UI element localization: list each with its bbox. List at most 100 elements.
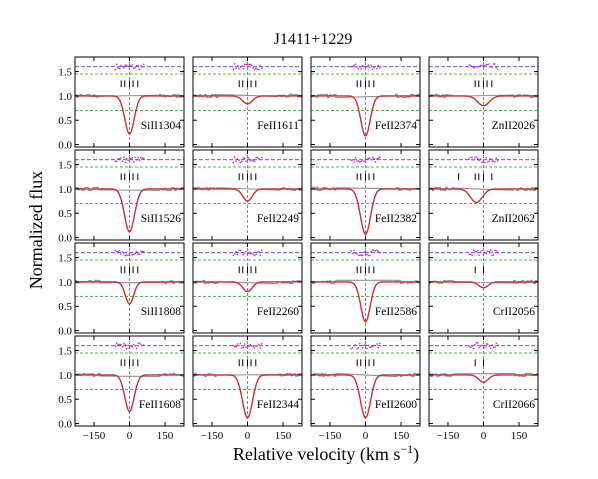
residual-point — [376, 249, 378, 251]
residual-point — [132, 67, 135, 70]
residual-point — [259, 254, 262, 257]
residual-point — [127, 254, 129, 256]
residual-point — [238, 68, 240, 70]
residual-point — [128, 157, 131, 159]
residual-point — [351, 65, 354, 68]
x-tick-label: 150 — [511, 430, 528, 442]
residual-point — [252, 160, 254, 162]
residual-point — [253, 68, 256, 71]
residual-point — [125, 157, 128, 160]
chart-title: J1411+1229 — [274, 31, 353, 48]
x-axis-label-main: Relative velocity (km s — [233, 444, 400, 465]
residual-point — [367, 254, 370, 257]
residual-point — [489, 347, 492, 350]
residual-point — [121, 345, 124, 348]
residual-point — [356, 252, 358, 255]
x-axis-label-close: ) — [413, 444, 419, 465]
residual-point — [132, 161, 135, 163]
residual-point — [350, 159, 353, 162]
fit-model — [429, 374, 538, 383]
residual-point — [488, 250, 490, 253]
residual-point — [114, 160, 117, 162]
residual-point — [367, 344, 370, 347]
residual-point — [360, 160, 363, 163]
residual-point — [486, 250, 489, 252]
residual-point — [253, 347, 256, 349]
residual-point — [495, 157, 498, 160]
residual-point — [359, 161, 361, 163]
y-tick-label: 0.5 — [58, 394, 72, 406]
residual-point — [350, 65, 353, 68]
fit-model — [311, 95, 420, 137]
residual-point — [117, 158, 119, 160]
spectrum-data-excluded — [429, 372, 538, 378]
residual-point — [249, 159, 252, 162]
fit-model — [429, 281, 538, 289]
residual-point — [482, 345, 485, 348]
residual-point — [373, 157, 375, 160]
residual-point — [259, 347, 262, 349]
residual-point — [131, 64, 134, 66]
residual-point — [250, 64, 253, 67]
residual-point — [366, 253, 368, 256]
residual-point — [130, 251, 132, 254]
residual-point — [468, 253, 471, 256]
residual-point — [124, 254, 127, 257]
residual-point — [496, 160, 499, 162]
residual-point — [243, 252, 246, 254]
residual-point — [245, 160, 247, 162]
residual-point — [256, 156, 259, 159]
y-tick-label: 1.5 — [58, 160, 72, 172]
residual-point — [353, 161, 355, 163]
fit-model — [311, 188, 420, 235]
panel-siii1304: 0.0 0.5 1.0 1.5 SiII1304 — [58, 56, 185, 152]
residual-point — [127, 159, 129, 162]
residual-point — [115, 63, 118, 66]
y-tick-label: 1.5 — [58, 253, 72, 265]
residual-point — [477, 249, 479, 252]
residual-point — [232, 254, 235, 257]
residual-point — [360, 254, 363, 256]
x-axis-label: Relative velocity (km s−1) — [233, 442, 419, 465]
panel-plot-area — [193, 57, 302, 147]
panel-label: CrII2066 — [493, 399, 535, 411]
residual-point — [124, 161, 127, 164]
residual-point — [246, 156, 249, 159]
residual-point — [363, 65, 365, 68]
panel-label: FeII2374 — [375, 120, 417, 132]
x-tick-label: 0 — [481, 430, 487, 442]
residual-point — [241, 251, 243, 254]
residual-point — [481, 344, 483, 347]
residual-point — [250, 252, 253, 255]
panel-grid: 0.0 0.5 1.0 1.5 SiII1304 FeII1611 FeII2374 ZnII… — [58, 56, 539, 442]
residual-point — [350, 249, 353, 252]
fit-model — [193, 281, 302, 293]
panel-siii1526: 0.0 0.5 1.0 1.5 SiII1526 — [58, 149, 185, 245]
x-tick-label: 0 — [363, 430, 369, 442]
x-tick-label: −150 — [83, 430, 106, 442]
residual-point — [474, 66, 476, 69]
residual-point — [477, 342, 479, 344]
residual-point — [475, 156, 478, 158]
residual-point — [472, 249, 475, 252]
residual-point — [114, 249, 117, 252]
panel-label: FeII2260 — [257, 306, 299, 318]
residual-point — [127, 65, 129, 68]
x-tick-label: −150 — [201, 430, 224, 442]
panel-plot-area — [75, 57, 184, 147]
panel-label: FeII1611 — [257, 120, 299, 132]
spectrum-data-excluded — [311, 372, 420, 378]
residual-point — [468, 345, 471, 348]
residual-point — [118, 343, 121, 346]
residual-point — [351, 159, 354, 161]
residual-point — [134, 156, 136, 159]
panel-feii2374: FeII2374 — [310, 56, 421, 148]
residual-point — [233, 63, 236, 65]
residual-point — [242, 253, 245, 256]
residual-point — [485, 156, 488, 159]
residual-point — [366, 347, 368, 350]
residual-point — [356, 160, 358, 162]
panel-plot-area — [193, 150, 302, 240]
residual-point — [494, 346, 496, 348]
spectrum-data-excluded — [75, 186, 184, 192]
